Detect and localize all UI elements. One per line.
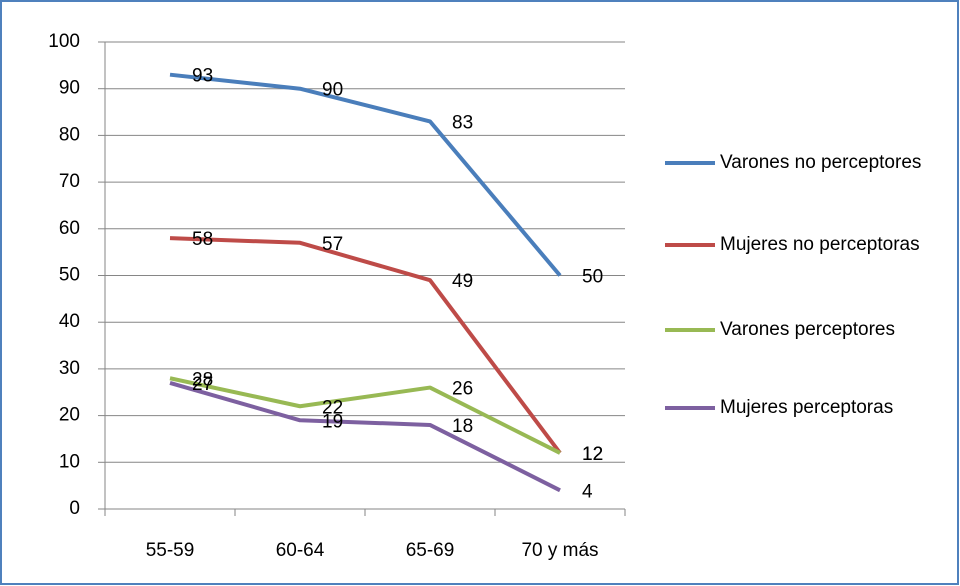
data-label: 4 — [582, 481, 593, 502]
data-label: 49 — [452, 271, 473, 292]
series-line — [169, 72, 562, 277]
data-label: 19 — [322, 411, 343, 432]
data-label: 83 — [452, 112, 473, 133]
data-label: 18 — [452, 416, 473, 437]
x-tick-label: 65-69 — [406, 540, 455, 561]
legend-label: Mujeres no perceptoras — [720, 234, 920, 255]
y-tick-label: 70 — [59, 171, 80, 192]
legend-label: Mujeres perceptoras — [720, 397, 894, 418]
y-tick-label: 0 — [69, 498, 80, 519]
series-line — [169, 236, 562, 455]
y-tick-label: 40 — [59, 311, 80, 332]
y-tick-label: 80 — [59, 124, 80, 145]
series-line — [169, 380, 561, 493]
y-tick-label: 50 — [59, 265, 80, 286]
x-tick-label: 60-64 — [276, 540, 325, 561]
data-label: 12 — [582, 444, 603, 465]
x-tick-label: 70 y más — [521, 540, 598, 561]
data-label: 90 — [322, 80, 343, 101]
data-label: 58 — [192, 229, 213, 250]
data-label: 22 — [322, 397, 343, 418]
x-tick-label: 55-59 — [146, 540, 195, 561]
y-tick-label: 30 — [59, 358, 80, 379]
y-tick-label: 90 — [59, 78, 80, 99]
data-label: 57 — [322, 234, 343, 255]
data-label: 26 — [452, 379, 473, 400]
data-label: 28 — [192, 369, 213, 390]
legend-label: Varones perceptores — [720, 319, 895, 340]
data-label: 50 — [582, 267, 603, 288]
y-tick-label: 20 — [59, 405, 80, 426]
y-tick-label: 100 — [48, 31, 80, 52]
data-label: 27 — [192, 374, 213, 395]
y-tick-label: 10 — [59, 451, 80, 472]
legend-label: Varones no perceptores — [720, 152, 922, 173]
data-label: 12 — [582, 444, 603, 465]
series-line — [169, 376, 561, 455]
y-tick-label: 60 — [59, 218, 80, 239]
data-label: 93 — [192, 66, 213, 87]
